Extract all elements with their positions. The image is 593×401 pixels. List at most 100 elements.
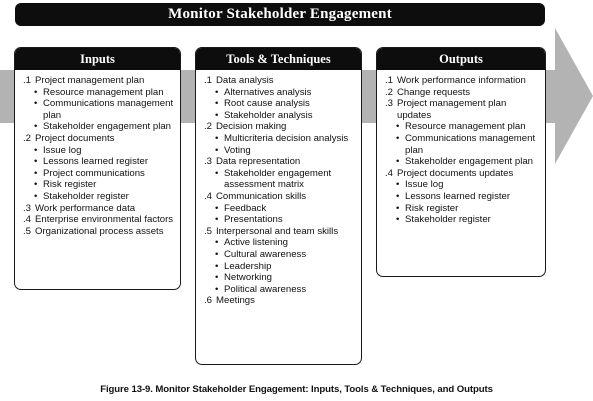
bullet-icon: • — [215, 272, 219, 284]
list-item: .1 Data analysis — [204, 75, 357, 87]
sub-item-label: Stakeholder register — [405, 214, 491, 226]
item-label: Project management plan — [35, 75, 145, 86]
item-label: Project management plan updates — [397, 98, 507, 121]
item-number: .4 — [204, 190, 213, 202]
list-item: .4 Enterprise environmental factors — [23, 214, 176, 226]
item-number: .4 — [385, 167, 394, 179]
item-label: Work performance data — [35, 202, 136, 214]
sub-item: • Active listening — [204, 237, 357, 249]
inputs-heading: Inputs — [15, 48, 180, 70]
sub-item: • Stakeholder engagement plan — [23, 121, 176, 133]
item-number: .3 — [385, 98, 394, 110]
sub-item: • Issue log — [385, 179, 541, 191]
sub-item-label: Risk register — [43, 179, 97, 191]
item-label: Data representation — [216, 156, 301, 168]
list-item: .6 Meetings — [204, 295, 357, 307]
item-number: .1 — [204, 75, 213, 86]
sub-item-label: Presentations — [224, 214, 283, 226]
bullet-icon: • — [34, 190, 38, 202]
item-label: Enterprise environmental factors — [35, 214, 174, 226]
sub-item: • Root cause analysis — [204, 98, 357, 110]
sub-item: • Alternatives analysis — [204, 87, 357, 99]
bullet-icon: • — [396, 121, 400, 133]
bullet-icon: • — [396, 156, 400, 168]
sub-item-label: Stakeholder engagement assessment matrix — [224, 167, 332, 191]
sub-item-label: Root cause analysis — [224, 98, 310, 110]
sub-item-label: Political awareness — [224, 283, 307, 295]
bullet-icon: • — [34, 98, 38, 110]
list-item: .5 Organizational process assets — [23, 226, 176, 238]
list-item: .1 Project management plan — [23, 75, 176, 87]
sub-item-label: Issue log — [405, 179, 444, 191]
bullet-icon: • — [215, 248, 219, 260]
bullet-icon: • — [34, 121, 38, 133]
bullet-icon: • — [215, 132, 219, 144]
sub-item-label: Stakeholder analysis — [224, 109, 313, 121]
sub-item: • Stakeholder register — [23, 191, 176, 203]
sub-item: • Stakeholder engagement plan — [385, 156, 541, 168]
item-number: .3 — [204, 156, 213, 168]
sub-item: • Feedback — [204, 203, 357, 215]
sub-item: • Multicriteria decision analysis — [204, 133, 357, 145]
sub-item-label: Stakeholder register — [43, 190, 129, 202]
sub-item: • Stakeholder engagement assessment matri… — [204, 168, 357, 191]
inputs-list: .1 Project management plan • Resource manag… — [15, 70, 180, 237]
sub-item: • Issue log — [23, 145, 176, 157]
item-number: .5 — [204, 225, 213, 237]
sub-item: • Networking — [204, 272, 357, 284]
bullet-icon: • — [215, 167, 219, 179]
list-item: .2 Project documents — [23, 133, 176, 145]
list-item: .4 Project documents updates — [385, 168, 541, 180]
bullet-icon: • — [215, 214, 219, 226]
sub-item-label: Communications management plan — [43, 98, 174, 121]
sub-item-label: Resource management plan — [43, 86, 164, 98]
sub-item: • Risk register — [23, 179, 176, 191]
sub-item: • Risk register — [385, 203, 541, 215]
sub-item-label: Project communications — [43, 167, 145, 179]
outputs-list: .1 Work performance information .2 Change r… — [377, 70, 545, 226]
item-label: Change requests — [397, 86, 471, 98]
sub-item: • Lessons learned register — [385, 191, 541, 203]
tools-techniques-column: Tools & Techniques .1 Data analysis • Alter… — [195, 47, 362, 365]
sub-item-label: Active listening — [224, 237, 288, 249]
bullet-icon: • — [34, 86, 38, 98]
sub-item-label: Risk register — [405, 202, 459, 214]
sub-item-label: Issue log — [43, 144, 82, 156]
sub-item: • Lessons learned register — [23, 156, 176, 168]
bullet-icon: • — [396, 214, 400, 226]
item-number: .1 — [23, 75, 32, 86]
item-label: Organizational process assets — [35, 225, 164, 237]
sub-item-label: Alternatives analysis — [224, 86, 312, 98]
bullet-icon: • — [215, 144, 219, 156]
list-item: .3 Data representation — [204, 156, 357, 168]
sub-item-label: Stakeholder engagement plan — [43, 121, 172, 133]
inputs-column: Inputs .1 Project management plan • Resourc… — [14, 47, 181, 290]
sub-item-label: Lessons learned register — [43, 156, 149, 168]
sub-item: • Political awareness — [204, 284, 357, 296]
sub-item: • Communications management plan — [385, 133, 541, 156]
item-label: Interpersonal and team skills — [216, 225, 339, 237]
sub-item: • Presentations — [204, 214, 357, 226]
bullet-icon: • — [34, 167, 38, 179]
list-item: .5 Interpersonal and team skills — [204, 226, 357, 238]
bullet-icon: • — [396, 179, 400, 191]
figure-caption: Figure 13-9. Monitor Stakeholder Engagem… — [100, 384, 493, 395]
outputs-heading: Outputs — [377, 48, 545, 70]
bullet-icon: • — [34, 144, 38, 156]
bullet-icon: • — [215, 98, 219, 110]
bullet-icon: • — [34, 156, 38, 168]
item-label: Project documents updates — [397, 167, 514, 179]
bullet-icon: • — [396, 202, 400, 214]
item-label: Decision making — [216, 121, 287, 133]
item-label: Work performance information — [397, 75, 526, 86]
item-number: .2 — [204, 121, 213, 133]
item-number: .5 — [23, 225, 32, 237]
bullet-icon: • — [215, 109, 219, 121]
sub-item: • Project communications — [23, 168, 176, 180]
sub-item: • Stakeholder analysis — [204, 110, 357, 122]
sub-item-label: Voting — [224, 144, 251, 156]
diagram-title: Monitor Stakeholder Engagement — [15, 3, 545, 26]
list-item: .2 Change requests — [385, 87, 541, 99]
tools-techniques-list: .1 Data analysis • Alternatives analysis • Ro… — [196, 70, 361, 307]
sub-item-label: Leadership — [224, 260, 272, 272]
